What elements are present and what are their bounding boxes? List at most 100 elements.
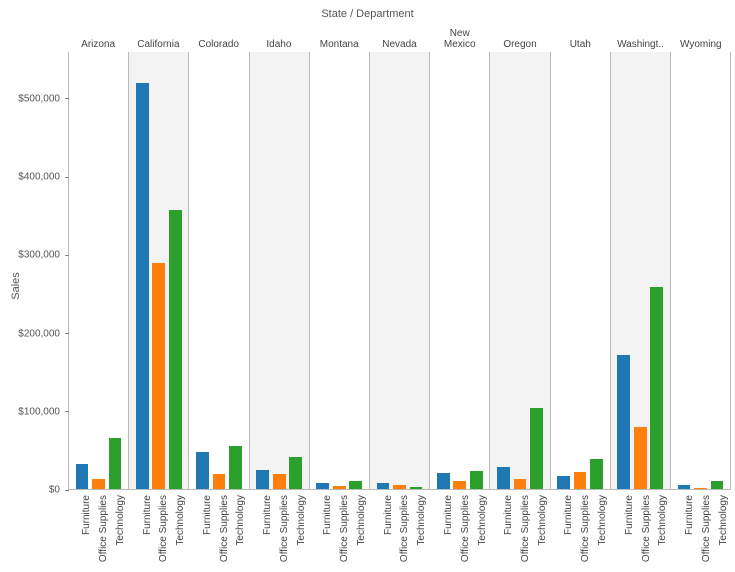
bar-group: [490, 52, 549, 490]
bar-technology: [169, 210, 182, 490]
chart-panel: [671, 52, 731, 490]
bar-group: [129, 52, 188, 490]
x-label-group: Furniture Office Supplies Technology: [550, 492, 610, 572]
bar-office-supplies: [213, 474, 226, 490]
x-label: Technology: [289, 492, 302, 572]
x-label: Office Supplies: [333, 492, 346, 572]
bar-group: [310, 52, 369, 490]
y-tick-mark: [65, 98, 69, 99]
y-tick-mark: [65, 490, 69, 491]
state-header: Montana: [309, 28, 369, 52]
bar-technology: [650, 287, 663, 490]
x-label: Furniture: [497, 492, 510, 572]
x-label: Technology: [229, 492, 242, 572]
x-label: Office Supplies: [513, 492, 526, 572]
x-label: Furniture: [256, 492, 269, 572]
x-label-group: FurnitureOffice SuppliesTechnology: [68, 492, 128, 572]
x-label-group: Furniture Office Supplies Technology: [189, 492, 249, 572]
chart-panel: [490, 52, 550, 490]
y-tick-mark: [65, 411, 69, 412]
chart-panel: [310, 52, 370, 490]
bar-office-supplies: [634, 427, 647, 490]
bar-office-supplies: [273, 474, 286, 490]
x-label-group: FurnitureOffice Supplies Technology: [490, 492, 550, 572]
bar-group: [370, 52, 429, 490]
bar-technology: [289, 457, 302, 490]
x-label: Technology: [349, 492, 362, 572]
y-tick-label: $0: [49, 485, 60, 496]
bar-group: [69, 52, 128, 490]
x-label: Furniture: [316, 492, 329, 572]
state-header: Idaho: [249, 28, 309, 52]
bar-furniture: [76, 464, 89, 490]
chart-panel: [189, 52, 249, 490]
x-label: Technology: [108, 492, 121, 572]
x-label: Technology: [591, 492, 604, 572]
bar-group: [189, 52, 248, 490]
x-label: Office Supplies: [393, 492, 406, 572]
state-header: Washingt..: [610, 28, 670, 52]
x-label-group: FurnitureOffice SuppliesTechnology: [369, 492, 429, 572]
x-label: Furniture: [617, 492, 630, 572]
x-label: Office Supplies: [152, 492, 165, 572]
x-label: Office Supplies: [212, 492, 225, 572]
bar-furniture: [557, 476, 570, 490]
x-axis-labels: FurnitureOffice SuppliesTechnologyFurnit…: [68, 492, 731, 572]
y-tick-label: $400,000: [18, 172, 60, 183]
bar-furniture: [617, 355, 630, 490]
x-label: Furniture: [75, 492, 88, 572]
x-label: Office Supplies: [574, 492, 587, 572]
state-header: Utah: [550, 28, 610, 52]
x-label: Office Supplies: [694, 492, 707, 572]
x-label: Office Supplies: [272, 492, 285, 572]
y-tick-label: $100,000: [18, 406, 60, 417]
bar-group: [430, 52, 489, 490]
x-label: Technology: [711, 492, 724, 572]
x-label-group: Furniture Office Supplies Technology: [610, 492, 670, 572]
bar-technology: [530, 408, 543, 490]
state-header: Oregon: [490, 28, 550, 52]
chart-panel: [430, 52, 490, 490]
bar-furniture: [196, 452, 209, 490]
chart-panel: [611, 52, 671, 490]
state-header: Arizona: [68, 28, 128, 52]
bar-technology: [590, 459, 603, 490]
x-label: Technology: [470, 492, 483, 572]
x-label-group: Furniture Office SuppliesTechnology: [309, 492, 369, 572]
x-label: Furniture: [135, 492, 148, 572]
x-label-group: FurnitureOffice Supplies Technology: [249, 492, 309, 572]
chart-panel: [370, 52, 430, 490]
state-header: California: [128, 28, 188, 52]
y-axis-ticks: $0$100,000$200,000$300,000$400,000$500,0…: [0, 52, 64, 490]
x-label-group: Furniture Office Supplies Technology: [430, 492, 490, 572]
bar-furniture: [256, 470, 269, 490]
bar-furniture: [437, 473, 450, 490]
x-label-group: Furniture Office Supplies Technology: [128, 492, 188, 572]
x-label: Furniture: [436, 492, 449, 572]
y-tick-label: $300,000: [18, 250, 60, 261]
bar-furniture: [136, 83, 149, 490]
x-label: Technology: [530, 492, 543, 572]
x-label: Office Supplies: [634, 492, 647, 572]
bar-furniture: [497, 467, 510, 490]
state-header: Wyoming: [671, 28, 731, 52]
chart-panels: [69, 52, 731, 490]
x-label: Office Supplies: [453, 492, 466, 572]
y-tick-label: $500,000: [18, 93, 60, 104]
y-tick-mark: [65, 255, 69, 256]
state-header: NewMexico: [430, 28, 490, 52]
bar-technology: [109, 438, 122, 490]
x-label: Furniture: [195, 492, 208, 572]
chart-plot-area: [68, 52, 731, 490]
x-label: Technology: [169, 492, 182, 572]
y-tick-mark: [65, 333, 69, 334]
state-header-row: ArizonaCaliforniaColoradoIdahoMontanaNev…: [68, 28, 731, 52]
bar-technology: [229, 446, 242, 490]
bar-group: [551, 52, 610, 490]
bar-group: [250, 52, 309, 490]
bar-group: [611, 52, 670, 490]
x-label: Furniture: [557, 492, 570, 572]
x-label: Technology: [651, 492, 664, 572]
chart-panel: [129, 52, 189, 490]
x-label-group: FurnitureOffice SuppliesTechnology: [671, 492, 731, 572]
